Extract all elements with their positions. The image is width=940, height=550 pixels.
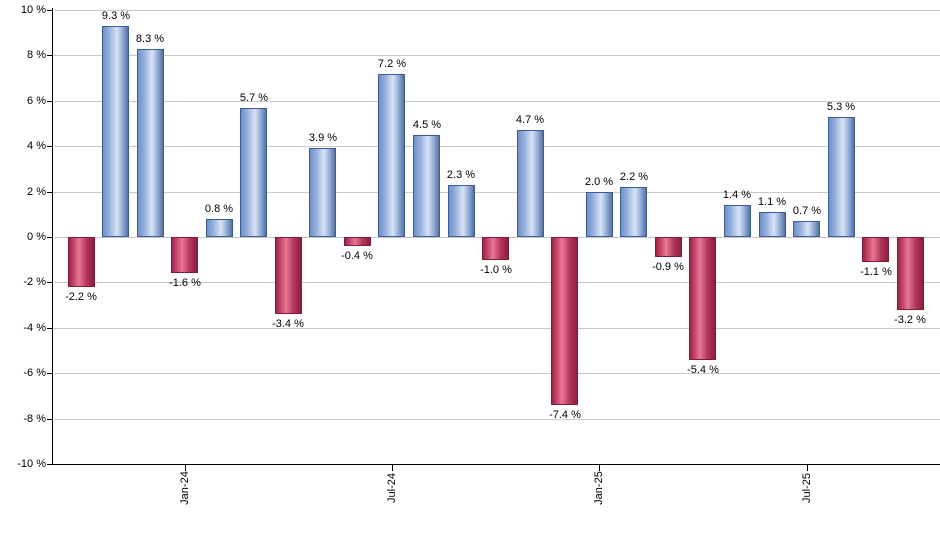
bar-value-label: -1.1 % — [860, 266, 892, 278]
bar-value-label: -0.4 % — [341, 250, 373, 262]
gridline — [52, 146, 940, 147]
y-axis-tick-label: 6 % — [27, 95, 46, 107]
y-axis-tick — [47, 328, 52, 329]
gridline — [52, 373, 940, 374]
bar-value-label: 3.9 % — [308, 132, 338, 144]
bar-value-label: -1.0 % — [480, 264, 512, 276]
y-axis-tick — [47, 192, 52, 193]
x-axis-tick — [185, 465, 186, 471]
bar-value-label: 2.2 % — [619, 171, 649, 183]
gridline — [52, 328, 940, 329]
x-axis-tick-label: Jul-24 — [386, 473, 398, 503]
y-axis-tick-label: -6 % — [23, 367, 46, 379]
x-axis-tick — [599, 465, 600, 471]
x-axis-tick-label: Jan-25 — [593, 471, 605, 505]
x-axis-tick-label: Jan-24 — [179, 471, 191, 505]
gridline — [52, 101, 940, 102]
bar — [275, 237, 302, 314]
y-axis-tick-label: -2 % — [23, 276, 46, 288]
bar-value-label: -1.6 % — [169, 277, 201, 289]
y-axis-tick — [47, 146, 52, 147]
y-axis-tick-label: -4 % — [23, 322, 46, 334]
bar-value-label: 9.3 % — [101, 10, 131, 22]
bar — [448, 185, 475, 237]
bar-value-label: 1.4 % — [722, 189, 752, 201]
bar — [517, 130, 544, 237]
x-axis-tick — [807, 465, 808, 471]
bar — [171, 237, 198, 273]
y-axis-tick — [47, 101, 52, 102]
bar-value-label: 8.3 % — [135, 33, 165, 45]
y-axis-tick-label: 2 % — [27, 186, 46, 198]
x-axis-tick — [392, 465, 393, 471]
bar — [655, 237, 682, 257]
y-axis-tick-label: -8 % — [23, 413, 46, 425]
y-axis-tick-label: 10 % — [20, 4, 46, 16]
bar — [689, 237, 716, 360]
gridline — [52, 282, 940, 283]
bar — [724, 205, 751, 237]
y-axis-tick — [47, 464, 52, 465]
y-axis-tick — [47, 373, 52, 374]
bar — [68, 237, 95, 287]
bar-value-label: -3.4 % — [272, 318, 304, 330]
bar-value-label: 7.2 % — [377, 58, 407, 70]
bar-value-label: -2.2 % — [65, 291, 97, 303]
gridline — [52, 55, 940, 56]
bar — [793, 221, 820, 237]
bar — [586, 192, 613, 237]
bar-value-label: 1.1 % — [757, 196, 787, 208]
gridline — [52, 10, 940, 11]
bar — [828, 117, 855, 237]
bar — [378, 74, 405, 237]
bar-value-label: -7.4 % — [549, 409, 581, 421]
bar — [240, 108, 267, 237]
bar-value-label: -3.2 % — [894, 314, 926, 326]
x-axis-tick-label: Jul-25 — [801, 473, 813, 503]
bar-value-label: 5.3 % — [826, 101, 856, 113]
y-axis-tick — [47, 10, 52, 11]
bar-value-label: -5.4 % — [687, 364, 719, 376]
bar-value-label: 4.7 % — [515, 114, 545, 126]
gridline — [52, 419, 940, 420]
bar — [137, 49, 164, 237]
y-axis-tick-label: 0 % — [27, 231, 46, 243]
y-axis-tick-label: 4 % — [27, 140, 46, 152]
bar-value-label: -0.9 % — [652, 261, 684, 273]
bar — [862, 237, 889, 262]
y-axis-tick — [47, 419, 52, 420]
y-axis-tick-label: -10 % — [17, 458, 46, 470]
bar-value-label: 2.3 % — [446, 169, 476, 181]
bar-value-label: 5.7 % — [239, 92, 269, 104]
bar-value-label: 0.7 % — [792, 205, 822, 217]
y-axis-tick — [47, 237, 52, 238]
y-axis-line — [52, 8, 53, 465]
bar — [897, 237, 924, 310]
bar — [344, 237, 371, 246]
bar-value-label: 4.5 % — [412, 119, 442, 131]
bar-value-label: 2.0 % — [584, 176, 614, 188]
bar — [482, 237, 509, 260]
bar — [759, 212, 786, 237]
y-axis-tick-label: 8 % — [27, 49, 46, 61]
y-axis-tick — [47, 282, 52, 283]
gridline — [52, 192, 940, 193]
bar — [102, 26, 129, 237]
bar — [620, 187, 647, 237]
bar — [551, 237, 578, 405]
bar — [413, 135, 440, 237]
bar-value-label: 0.8 % — [204, 203, 234, 215]
y-axis-tick — [47, 55, 52, 56]
bar — [206, 219, 233, 237]
x-axis-line — [52, 464, 940, 465]
bar — [309, 148, 336, 237]
